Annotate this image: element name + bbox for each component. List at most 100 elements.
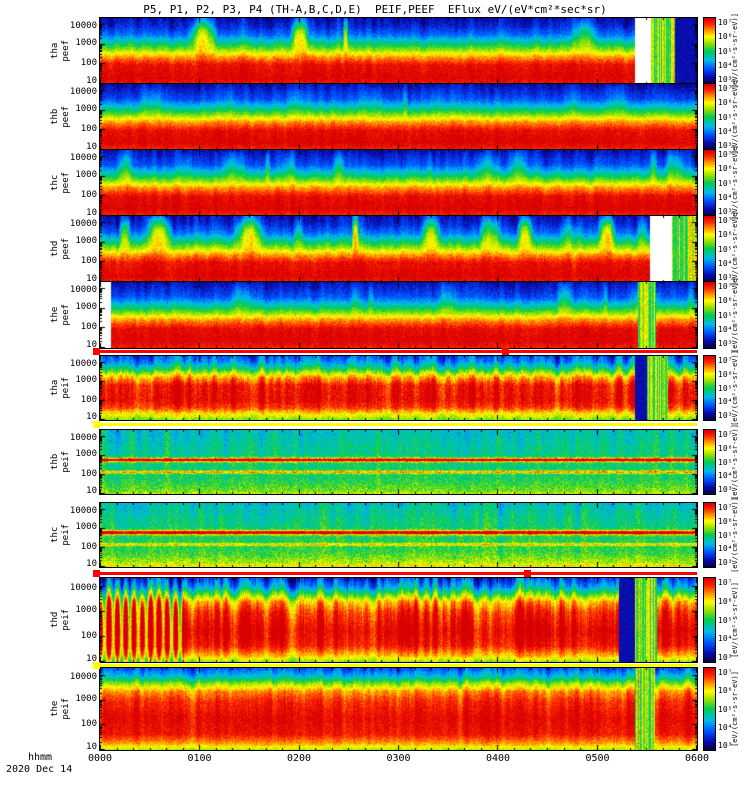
panel-label-the-peif: the peif <box>46 668 76 750</box>
colorbar-tick-label: 10³ <box>718 485 733 494</box>
colorbar-unit-text: [eV/(cm²-s-sr-eV)] <box>731 13 740 89</box>
colorbar-the-peif <box>703 667 716 751</box>
colorbar-unit-tha-peif: [eV/(cm²-s-sr-eV)] <box>723 350 747 426</box>
colorbar-thc-peif <box>703 502 716 568</box>
colorbar-thc-peef <box>703 149 716 217</box>
spectrogram-thd-peef <box>99 215 698 283</box>
y-tick-label: 10 <box>86 274 97 284</box>
colorbar-tha-peef <box>703 17 716 85</box>
colorbar-unit-thd-peef: [eV/(cm²-s-sr-eV)] <box>723 211 747 287</box>
y-tick-label: 1000 <box>75 38 97 48</box>
y-tick-label: 10000 <box>69 285 97 295</box>
panel-label-thb-peef: thb peef <box>46 84 76 150</box>
spectrogram-tha-peef <box>99 17 698 85</box>
time-bar-red-2 <box>100 572 697 575</box>
x-tick-label: 0600 <box>684 753 710 764</box>
spectrogram-thc-peif <box>99 502 698 568</box>
panel-label-text: thb peif <box>50 451 71 473</box>
colorbar-unit-thc-peif: [eV/(cm²-s-sr-eV)] <box>723 497 747 573</box>
y-tick-label: 10000 <box>69 219 97 229</box>
panel-label-text: thc peif <box>50 524 71 546</box>
colorbar-tick-label: 10⁶ <box>718 98 733 108</box>
x-tick-label: 0200 <box>286 753 312 764</box>
time-bar-yellow-3-left-cap <box>93 662 100 669</box>
y-tick-label: 100 <box>80 468 97 479</box>
time-bar-red-2-marker <box>523 570 531 577</box>
time-bar-red-0-marker <box>501 348 509 355</box>
panel-label-text: tha peef <box>50 40 71 62</box>
panel-label-text: thc peef <box>50 172 71 194</box>
colorbar-unit-text: [eV/(cm²-s-sr-eV)] <box>731 350 740 426</box>
y-tick-label: 1000 <box>75 375 97 386</box>
panel-label-text: thd peif <box>50 609 71 631</box>
panel-label-thc-peif: thc peif <box>46 503 76 567</box>
spectrogram-thd-peif <box>99 577 698 663</box>
colorbar-tick-label: 10⁵ <box>718 615 733 625</box>
colorbar-tick-label: 10⁵ <box>718 244 733 254</box>
colorbar-tick-label: 10⁷ <box>718 356 733 365</box>
y-tick-label: 10000 <box>69 87 97 97</box>
panel-label-thb-peif: thb peif <box>46 430 76 494</box>
panel-label-text: the peif <box>50 698 71 720</box>
colorbar-tick-label: 10⁵ <box>718 383 733 393</box>
colorbar-unit-thd-peif: [eV/(cm²-s-sr-eV)] <box>723 578 747 662</box>
colorbar-unit-thc-peef: [eV/(cm²-s-sr-eV)] <box>723 145 747 221</box>
panel-label-text: the peef <box>50 304 71 326</box>
colorbar-unit-text: [eV/(cm²-s-sr-eV)] <box>731 211 740 287</box>
y-tick-label: 100 <box>80 322 97 332</box>
colorbar-unit-text: [eV/(cm²-s-sr-eV)] <box>731 582 740 658</box>
colorbar-tick-label: 10⁷ <box>718 430 733 439</box>
colorbar-tick-label: 10⁴ <box>718 192 733 202</box>
spectrogram-thb-peif <box>99 429 698 495</box>
y-tick-label: 1000 <box>75 449 97 460</box>
spectrogram-the-peif <box>99 667 698 751</box>
y-tick-label: 10 <box>86 412 97 422</box>
y-tick-label: 10000 <box>69 153 97 163</box>
date-label: 2020 Dec 14 <box>6 764 73 775</box>
y-tick-label: 100 <box>80 124 97 134</box>
time-bar-yellow-1-left-cap <box>93 421 100 428</box>
colorbar-thd-peef <box>703 215 716 283</box>
time-bar-yellow-3 <box>100 664 697 667</box>
colorbar-thb-peif <box>703 429 716 495</box>
colorbar-tick-label: 10⁵ <box>718 704 733 714</box>
colorbar-unit-tha-peef: [eV/(cm²-s-sr-eV)] <box>723 13 747 89</box>
colorbar-tick-label: 10³ <box>718 558 733 567</box>
colorbar-unit-text: [eV/(cm²-s-sr-eV)] <box>731 497 740 573</box>
colorbar-thb-peef <box>703 83 716 151</box>
colorbar-tick-label: 10³ <box>718 339 733 348</box>
y-tick-label: 100 <box>80 58 97 68</box>
y-tick-label: 10000 <box>69 672 97 683</box>
colorbar-tick-label: 10⁶ <box>718 296 733 306</box>
y-tick-label: 10 <box>86 486 97 496</box>
colorbar-tick-label: 10³ <box>718 653 733 662</box>
time-bar-red-0-left-cap <box>93 348 100 355</box>
colorbar-thd-peif <box>703 577 716 663</box>
colorbar-tick-label: 10⁷ <box>718 282 733 291</box>
y-tick-label: 10 <box>86 742 97 752</box>
colorbar-the-peef <box>703 281 716 349</box>
panel-label-text: thb peef <box>50 106 71 128</box>
colorbar-unit-thb-peef: [eV/(cm²-s-sr-eV)] <box>723 79 747 155</box>
panel-label-the-peef: the peef <box>46 282 76 348</box>
panel-label-thd-peif: thd peif <box>46 578 76 662</box>
spectrogram-the-peef <box>99 281 698 349</box>
colorbar-tick-label: 10⁷ <box>718 18 733 27</box>
y-tick-label: 10 <box>86 340 97 350</box>
colorbar-tick-label: 10⁵ <box>718 178 733 188</box>
y-tick-label: 10 <box>86 654 97 664</box>
colorbar-unit-text: [eV/(cm²-s-sr-eV)] <box>731 424 740 500</box>
panel-label-tha-peef: tha peef <box>46 18 76 84</box>
y-tick-label: 10000 <box>69 21 97 31</box>
x-tick-label: 0300 <box>386 753 411 764</box>
y-tick-label: 10 <box>86 76 97 86</box>
colorbar-tick-label: 10⁶ <box>718 516 733 526</box>
colorbar-tick-label: 10³ <box>718 411 733 420</box>
colorbar-tick-label: 10⁷ <box>718 150 733 159</box>
colorbar-unit-text: [eV/(cm²-s-sr-eV)] <box>731 79 740 155</box>
y-tick-label: 100 <box>80 394 97 405</box>
